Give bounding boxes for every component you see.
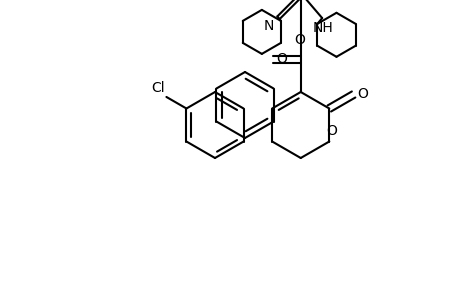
- Text: O: O: [325, 124, 336, 137]
- Text: N: N: [263, 19, 274, 33]
- Text: Cl: Cl: [151, 81, 164, 95]
- Text: O: O: [357, 88, 368, 101]
- Text: NH: NH: [312, 21, 333, 35]
- Text: O: O: [276, 52, 287, 66]
- Text: O: O: [294, 33, 304, 47]
